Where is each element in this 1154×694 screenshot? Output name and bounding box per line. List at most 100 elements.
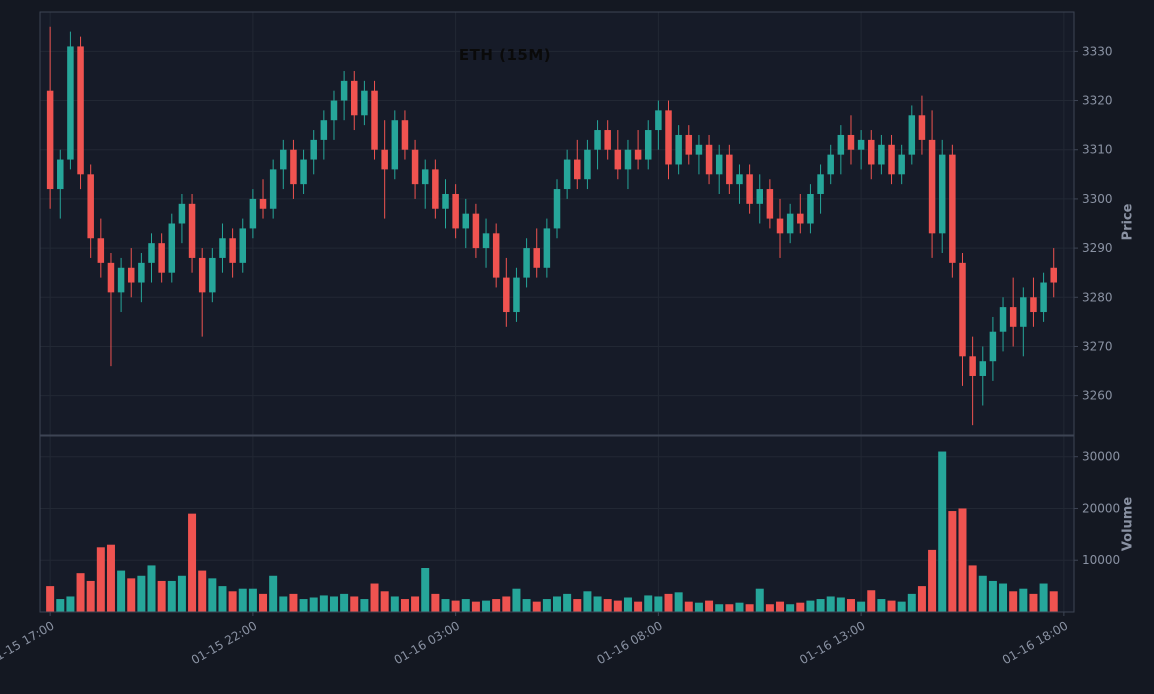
- candle-body: [644, 130, 652, 160]
- candle-body: [310, 139, 317, 160]
- candle-body: [614, 149, 622, 170]
- volume-bar: [887, 600, 896, 612]
- volume-bar: [1019, 588, 1028, 612]
- volume-bar: [56, 599, 65, 612]
- volume-bar: [421, 568, 430, 612]
- candle-body: [198, 257, 206, 293]
- candle-body: [513, 277, 520, 313]
- candle-body: [675, 134, 682, 165]
- candle-body: [594, 130, 601, 150]
- volume-bar: [461, 599, 470, 612]
- volume-bar: [573, 599, 582, 612]
- volume-bar: [583, 591, 592, 612]
- candle-body: [249, 198, 257, 229]
- volume-bar: [117, 570, 126, 612]
- volume-bar: [644, 595, 653, 612]
- volume-bar: [492, 599, 501, 612]
- candle-body: [817, 174, 824, 194]
- volume-bar: [634, 601, 643, 612]
- candle-body: [797, 213, 804, 224]
- candle-body: [209, 257, 216, 293]
- volume-bar: [988, 580, 997, 612]
- candle-body: [381, 149, 388, 170]
- gridlines: [40, 12, 1074, 612]
- volume-bar: [441, 599, 450, 612]
- candle-body: [868, 139, 875, 165]
- candle-body: [57, 159, 64, 190]
- volume-bar: [482, 600, 491, 612]
- candle-body: [462, 213, 470, 229]
- candle-body: [685, 134, 693, 155]
- candle-body: [117, 267, 125, 293]
- volume-bar: [786, 604, 795, 612]
- candle-body: [726, 154, 733, 185]
- candle-body: [158, 243, 165, 273]
- volume-bar: [948, 511, 957, 612]
- volume-bar: [309, 597, 318, 612]
- price-tick-label: 3260: [1082, 389, 1113, 403]
- volume-bar: [725, 604, 734, 612]
- candle-body: [1040, 282, 1047, 313]
- candle-body: [705, 144, 713, 175]
- volume-bar: [46, 586, 55, 612]
- price-tick-label: 3330: [1082, 44, 1113, 58]
- volume-bar: [248, 588, 257, 612]
- volume-bar: [755, 588, 764, 612]
- volume-bar: [522, 599, 531, 612]
- volume-bar: [968, 565, 977, 612]
- axes-background: [40, 12, 1074, 612]
- volume-bar: [1029, 593, 1038, 612]
- volume-bar: [380, 591, 389, 612]
- volume-bar: [350, 596, 359, 612]
- candle-body: [857, 139, 865, 150]
- candle-body: [148, 243, 155, 263]
- volume-bar: [877, 599, 886, 612]
- volume-tick-label: 10000: [1082, 553, 1120, 567]
- volume-bar: [259, 593, 268, 612]
- volume-bar: [836, 597, 845, 612]
- candle-body: [300, 159, 307, 185]
- volume-axis-label: Volume: [1120, 496, 1136, 552]
- candle-body: [999, 307, 1007, 332]
- volume-bar: [208, 578, 217, 612]
- volume-bar: [299, 599, 308, 612]
- volume-bar: [705, 600, 714, 612]
- candle-body: [1030, 297, 1037, 313]
- volume-bar: [857, 601, 866, 612]
- candle-body: [827, 154, 834, 175]
- candle-body: [908, 115, 916, 155]
- volume-bar: [238, 588, 247, 612]
- price-tick-label: 3270: [1082, 339, 1113, 353]
- candle-body: [391, 120, 399, 170]
- volume-bar: [269, 575, 278, 612]
- candle-body: [421, 169, 429, 185]
- candle-body: [776, 218, 784, 234]
- volume-bar: [1009, 591, 1018, 612]
- volume-bar: [796, 602, 805, 612]
- volume-bar: [198, 570, 207, 612]
- candle-body: [269, 169, 277, 209]
- volume-bar: [411, 596, 420, 612]
- volume-bar: [978, 575, 987, 612]
- volume-bar: [816, 599, 825, 612]
- candle-body: [918, 115, 926, 140]
- volume-bar: [66, 596, 75, 612]
- volume-bars: [46, 451, 1058, 612]
- volume-bar: [928, 549, 937, 612]
- price-tick-label: 3310: [1082, 143, 1113, 157]
- candle-body: [97, 238, 105, 263]
- candle-body: [77, 46, 84, 175]
- volume-bar: [137, 575, 146, 612]
- candle-body: [888, 144, 895, 175]
- candle-body: [523, 248, 530, 278]
- candle-body: [604, 130, 611, 150]
- volume-bar: [329, 596, 338, 612]
- candle-body: [492, 233, 500, 278]
- volume-bar: [127, 578, 136, 612]
- volume-bar: [613, 600, 622, 612]
- volume-bar: [999, 583, 1008, 612]
- candle-body: [563, 159, 571, 190]
- volume-bar: [340, 593, 349, 612]
- candle-body: [432, 169, 439, 209]
